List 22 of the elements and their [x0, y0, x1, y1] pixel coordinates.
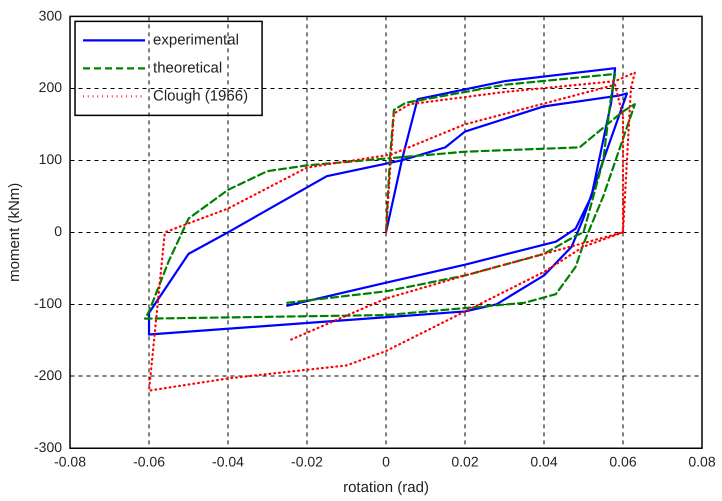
- x-tick-label: 0.08: [688, 453, 716, 470]
- line-series: [148, 71, 636, 392]
- x-tick-label: -0.08: [54, 453, 86, 470]
- y-tick-label: 200: [38, 79, 62, 96]
- legend-label: experimental: [153, 32, 239, 49]
- x-tick-label: -0.04: [212, 453, 244, 470]
- x-tick-label: -0.06: [133, 453, 166, 470]
- legend-label: Clough (1966): [153, 88, 248, 105]
- x-tick-label: 0.06: [609, 453, 637, 470]
- y-tick-label: -100: [34, 295, 62, 312]
- x-axis-title: rotation (rad): [343, 479, 429, 496]
- y-axis-title: moment (kNm): [6, 182, 24, 282]
- x-tick-label: 0: [382, 453, 390, 470]
- y-tick-label: 100: [38, 151, 62, 168]
- y-tick-label: -200: [34, 367, 62, 384]
- y-tick-label: -300: [34, 439, 62, 456]
- x-tick-label: 0.04: [530, 453, 558, 470]
- x-tick-label: -0.02: [291, 453, 324, 470]
- y-tick-label: 0: [54, 223, 62, 240]
- legend-label: theoretical: [153, 60, 222, 77]
- y-tick-label: 300: [38, 7, 62, 24]
- x-tick-label: 0.02: [451, 453, 479, 470]
